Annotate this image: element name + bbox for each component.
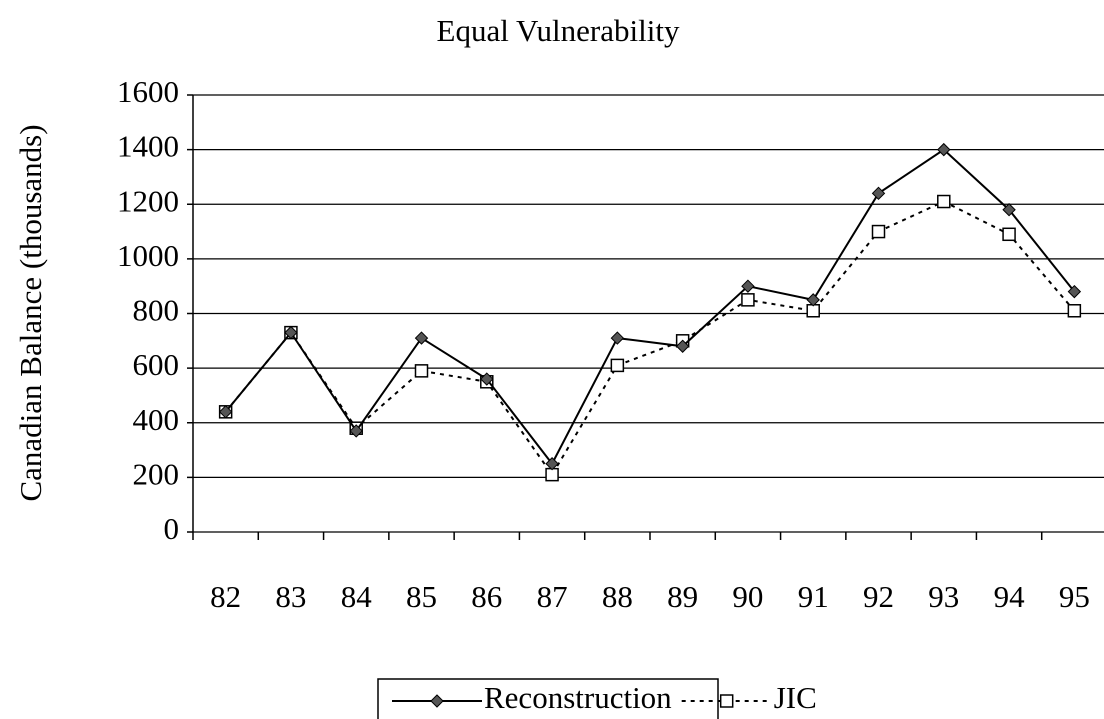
marker (545, 457, 559, 471)
legend-label: Reconstruction (484, 680, 672, 715)
y-tick-label: 600 (133, 347, 180, 382)
x-tick-label: 88 (602, 579, 633, 614)
marker (871, 186, 886, 201)
x-tick-label: 84 (341, 579, 373, 614)
x-tick-label: 85 (406, 579, 437, 614)
marker (1002, 227, 1016, 242)
marker (610, 331, 625, 345)
marker (806, 293, 820, 307)
y-tick-label: 1200 (117, 183, 179, 218)
y-tick-label: 400 (133, 402, 180, 437)
marker (610, 358, 625, 373)
marker (480, 372, 494, 386)
x-tick-label: 86 (471, 579, 502, 614)
x-tick-label: 94 (994, 579, 1026, 614)
y-axis-label: Canadian Balance (thousands) (13, 124, 48, 501)
marker (937, 194, 951, 209)
legend-marker (430, 694, 444, 708)
marker (937, 142, 951, 157)
legend-marker (719, 694, 734, 708)
marker (806, 304, 820, 318)
marker (1067, 284, 1082, 299)
x-tick-label: 83 (275, 579, 306, 614)
x-tick-label: 91 (798, 579, 829, 614)
y-tick-label: 1000 (117, 238, 179, 273)
marker (414, 364, 429, 378)
marker (675, 339, 690, 353)
marker (284, 325, 298, 340)
x-tick-label: 93 (928, 579, 959, 614)
x-tick-label: 87 (537, 579, 568, 614)
marker (1002, 203, 1016, 217)
y-tick-label: 800 (133, 293, 180, 328)
marker (545, 467, 559, 482)
y-tick-label: 200 (133, 456, 180, 491)
y-tick-label: 0 (164, 511, 180, 546)
marker (414, 331, 429, 345)
x-tick-label: 90 (732, 579, 763, 614)
marker (218, 405, 233, 419)
marker (1067, 304, 1082, 318)
marker (349, 424, 363, 438)
legend-label: JIC (774, 680, 817, 715)
chart-title: Equal Vulnerability (437, 13, 680, 48)
y-tick-label: 1600 (117, 74, 179, 109)
x-tick-label: 95 (1059, 579, 1090, 614)
series-line (224, 148, 1076, 466)
x-tick-label: 89 (667, 579, 698, 614)
x-tick-label: 82 (210, 579, 241, 614)
y-tick-label: 1400 (117, 129, 179, 164)
marker (741, 279, 755, 293)
marker (741, 293, 755, 307)
marker (871, 224, 886, 239)
x-tick-label: 92 (863, 579, 894, 614)
